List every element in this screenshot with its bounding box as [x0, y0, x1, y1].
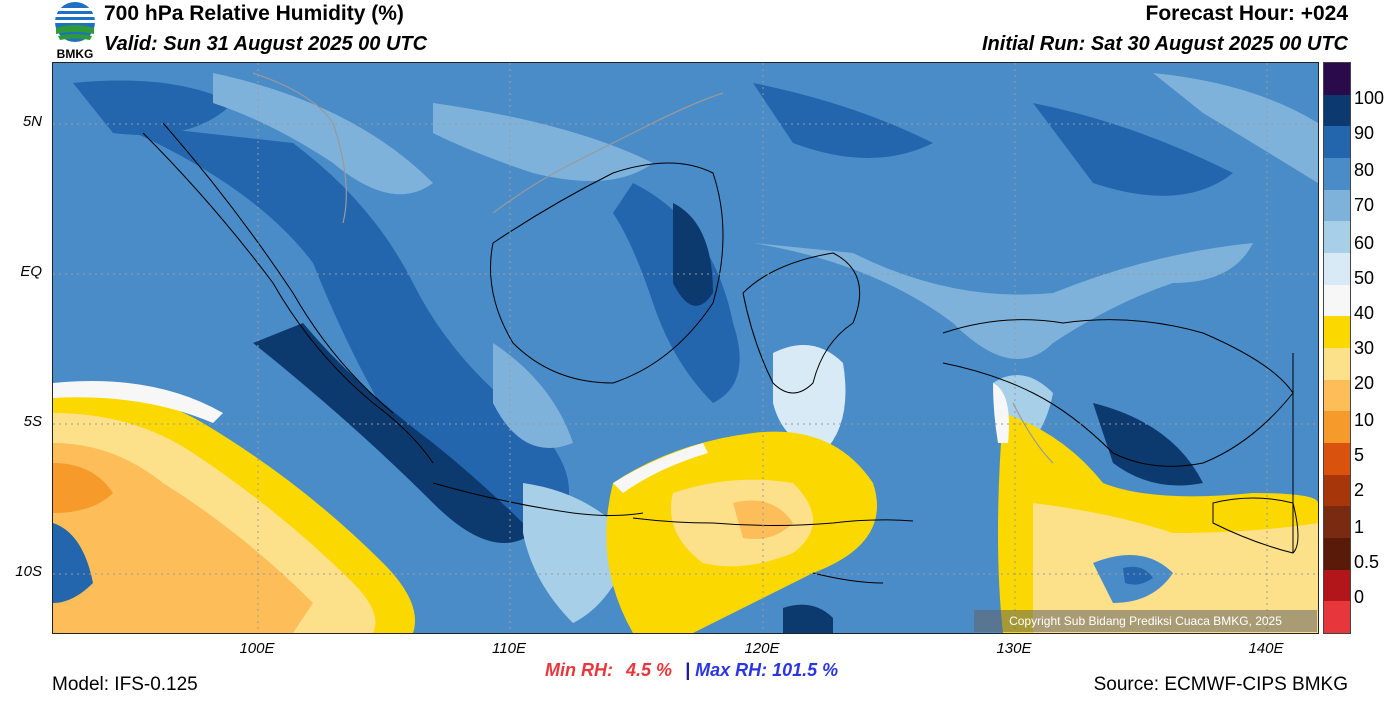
colorbar-segment: [1324, 538, 1350, 570]
max-rh-value: 101.5 %: [772, 660, 839, 680]
forecast-hour: Forecast Hour: +024: [1145, 2, 1349, 25]
colorbar-label: 2: [1354, 480, 1365, 500]
colorbar-segment: [1324, 63, 1350, 95]
lon-label-130e: 130E: [996, 640, 1032, 657]
colorbar-segment: [1324, 474, 1350, 507]
colorbar-segment: [1324, 411, 1350, 444]
lon-label-140e: 140E: [1248, 640, 1284, 657]
colorbar-segment: [1324, 316, 1350, 349]
colorbar-segment: [1324, 221, 1350, 254]
colorbar-label: 100: [1354, 88, 1385, 108]
source-info: Source: ECMWF-CIPS BMKG: [1093, 674, 1348, 695]
colorbar-label: 80: [1354, 160, 1375, 180]
lon-label-110e: 110E: [492, 640, 526, 657]
colorbar-segment: [1324, 569, 1350, 602]
lat-label-5s: 5S: [23, 413, 42, 430]
bmkg-logo: BMKG: [50, 0, 100, 62]
colorbar-label: 5: [1354, 445, 1365, 465]
colorbar-segment: [1324, 126, 1350, 159]
colorbar-label: 30: [1354, 338, 1375, 358]
colorbar-segment: [1324, 284, 1350, 317]
lat-label-5n: 5N: [22, 113, 42, 130]
colorbar-label: 20: [1354, 373, 1375, 393]
colorbar-segment: [1324, 253, 1350, 285]
colorbar-label: 0: [1354, 587, 1365, 607]
lat-label-10s: 10S: [15, 563, 42, 580]
colorbar-label: 60: [1354, 233, 1375, 253]
initial-run: Initial Run: Sat 30 August 2025 00 UTC: [981, 33, 1348, 55]
colorbar-label: 50: [1354, 268, 1375, 288]
copyright-notice: Copyright Sub Bidang Prediksi Cuaca BMKG…: [974, 610, 1317, 632]
max-rh-label: Max RH:: [695, 660, 768, 680]
colorbar-label: 90: [1354, 123, 1375, 143]
map-title: 700 hPa Relative Humidity (%): [104, 2, 404, 25]
colorbar-segment: [1324, 94, 1350, 127]
humidity-map: [52, 62, 1319, 634]
min-rh-value: 4.5 %: [626, 660, 673, 680]
colorbar-segment: [1324, 348, 1350, 380]
colorbar-segment: [1324, 601, 1350, 634]
colorbar-segment: [1324, 158, 1350, 190]
lon-label-120e: 120E: [744, 640, 780, 657]
stats-separator: |: [685, 660, 691, 680]
colorbar-label: 10: [1354, 410, 1375, 430]
colorbar-label: 1: [1354, 517, 1365, 537]
colorbar-segment: [1324, 506, 1350, 539]
colorbar-segment: [1324, 443, 1350, 475]
model-info: Model: IFS-0.125: [52, 674, 198, 695]
colorbar-label: 0.5: [1354, 552, 1380, 572]
rh-stats: Min RH: 4.5 % | Max RH: 101.5 %: [545, 660, 838, 681]
lon-label-100e: 100E: [239, 640, 275, 657]
colorbar-segment: [1324, 189, 1350, 222]
colorbar: [1323, 62, 1351, 634]
valid-time: Valid: Sun 31 August 2025 00 UTC: [104, 33, 428, 55]
lat-label-eq: EQ: [20, 263, 42, 280]
logo-text: BMKG: [56, 47, 94, 61]
min-rh-label: Min RH:: [545, 660, 613, 680]
colorbar-label: 70: [1354, 195, 1375, 215]
colorbar-label: 40: [1354, 303, 1375, 323]
colorbar-segment: [1324, 379, 1350, 412]
